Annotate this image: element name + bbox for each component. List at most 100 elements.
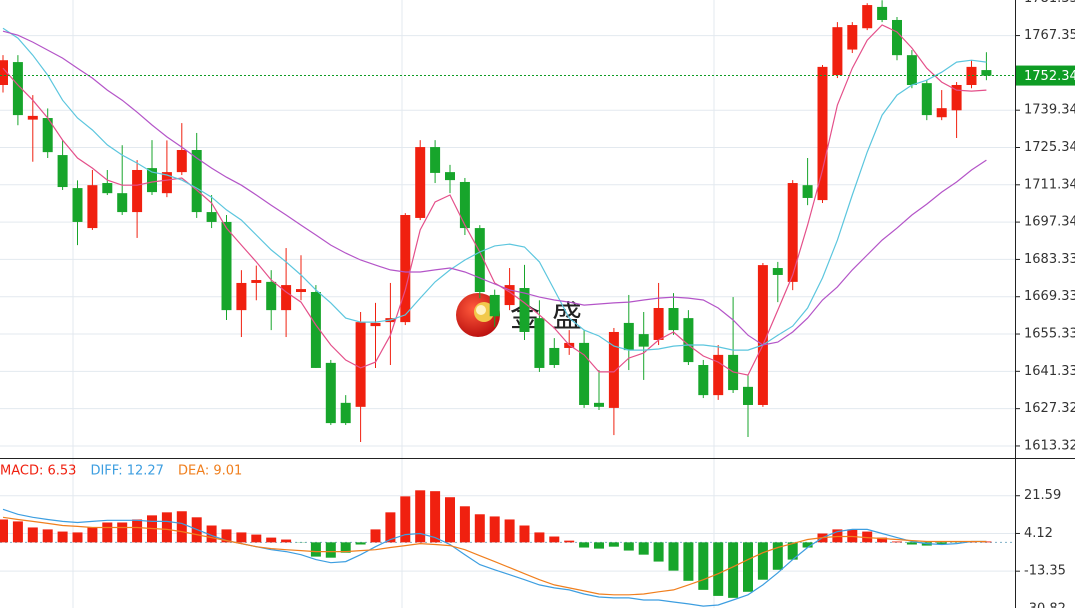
macd-bar xyxy=(87,527,98,543)
candle-body xyxy=(698,365,709,396)
candle-body xyxy=(936,108,947,118)
grid-bottom xyxy=(0,495,1015,572)
y-tick-label: 1739.34 xyxy=(1024,103,1075,118)
candle-body xyxy=(668,307,679,331)
last-price-box xyxy=(1016,65,1075,86)
candle-body xyxy=(161,172,172,194)
candle-body xyxy=(355,322,366,407)
macd-bar xyxy=(400,496,411,543)
candle-body xyxy=(12,62,23,116)
candle-body xyxy=(951,84,962,111)
y-tick-label: 1641.33 xyxy=(1024,364,1075,379)
macd-bar xyxy=(504,519,515,543)
candle-body xyxy=(653,307,664,340)
macd-bar xyxy=(0,519,8,543)
macd-bar xyxy=(832,529,843,543)
candle-body xyxy=(221,221,232,311)
line xyxy=(2,30,987,346)
candle-body xyxy=(191,150,202,213)
macd-bar xyxy=(787,542,798,560)
macd-bar xyxy=(42,529,53,543)
y-tick-label: 1683.33 xyxy=(1024,252,1075,267)
candle-body xyxy=(117,193,128,213)
candle-body xyxy=(817,66,828,201)
candle-body xyxy=(266,281,277,311)
macd-bar xyxy=(206,525,217,543)
macd-plot xyxy=(0,490,992,607)
candle-body xyxy=(296,289,306,293)
macd-bar xyxy=(802,542,813,548)
candle-body xyxy=(27,115,38,120)
macd-bar xyxy=(370,529,381,543)
candle-body xyxy=(147,168,157,193)
macd-bar xyxy=(906,542,917,545)
macd-bar xyxy=(161,512,172,543)
candle-body xyxy=(72,188,83,222)
y-tick-label: 21.59 xyxy=(1024,488,1061,503)
candle-body xyxy=(519,288,530,332)
macd-bar xyxy=(474,514,485,543)
candle-body xyxy=(713,354,724,396)
macd-bar xyxy=(310,542,321,557)
y-tick-label: 1697.34 xyxy=(1024,215,1075,230)
macd-bar xyxy=(549,536,560,543)
candle-body xyxy=(772,268,783,275)
candle-body xyxy=(251,280,262,283)
macd-bar xyxy=(728,542,739,598)
macd-bar xyxy=(27,527,38,543)
macd-bar xyxy=(176,511,187,543)
y-tick-label: 1669.33 xyxy=(1024,289,1075,304)
macd-bar xyxy=(266,537,277,543)
macd-bar xyxy=(117,522,128,543)
candle-body xyxy=(921,83,932,116)
y-tick-label: 1781.35 xyxy=(1024,0,1075,6)
macd-bar xyxy=(489,516,500,543)
macd-bar xyxy=(132,519,143,543)
macd-bar xyxy=(892,541,902,543)
candle-body xyxy=(87,185,98,229)
candle-body xyxy=(370,322,381,327)
candle-body xyxy=(757,265,768,405)
candle-body xyxy=(594,402,604,407)
candle-body xyxy=(579,342,590,405)
candle-body xyxy=(415,147,426,218)
macd-bar xyxy=(713,542,724,596)
candle-body xyxy=(877,6,888,20)
candle-body xyxy=(281,285,292,311)
line xyxy=(2,516,987,596)
grid-top xyxy=(0,35,1015,447)
macd-bar xyxy=(340,542,351,553)
macd-bar xyxy=(877,537,888,543)
legend: MACD: 6.53 DIFF: 12.27 DEA: 9.01 xyxy=(0,464,242,479)
candle-body xyxy=(340,402,351,424)
y-tick-label: 1627.32 xyxy=(1024,401,1075,416)
macd-bar xyxy=(564,540,575,543)
candle-body xyxy=(966,66,977,85)
candle-body xyxy=(862,5,873,29)
axes: 1781.35 1767.35 1739.34 1725.34 1711.34 1697.… xyxy=(1015,0,1075,608)
macd-bar xyxy=(430,491,441,543)
candle-body xyxy=(847,25,858,50)
macd-bar xyxy=(594,542,604,549)
macd-bar xyxy=(862,531,873,543)
macd-bar xyxy=(757,542,768,580)
candle-body xyxy=(638,334,649,347)
macd-bar xyxy=(385,512,396,543)
last-price-label: 1752.34 xyxy=(1024,69,1075,84)
macd-bar xyxy=(415,490,426,543)
candle-body xyxy=(102,183,113,194)
macd-bar xyxy=(936,542,947,545)
macd-bar xyxy=(623,542,634,551)
macd-bar xyxy=(579,542,590,548)
legend-entry: DIFF: 12.27 xyxy=(90,464,164,479)
candle-body xyxy=(802,185,813,198)
macd-bar xyxy=(668,542,679,571)
macd-bar xyxy=(445,497,455,543)
macd-bar xyxy=(355,542,366,545)
candle-body xyxy=(459,181,470,229)
candle-body xyxy=(310,292,321,368)
macd-bar xyxy=(459,506,470,543)
candle-body xyxy=(325,362,336,424)
y-tick-label: -13.35 xyxy=(1024,564,1066,579)
